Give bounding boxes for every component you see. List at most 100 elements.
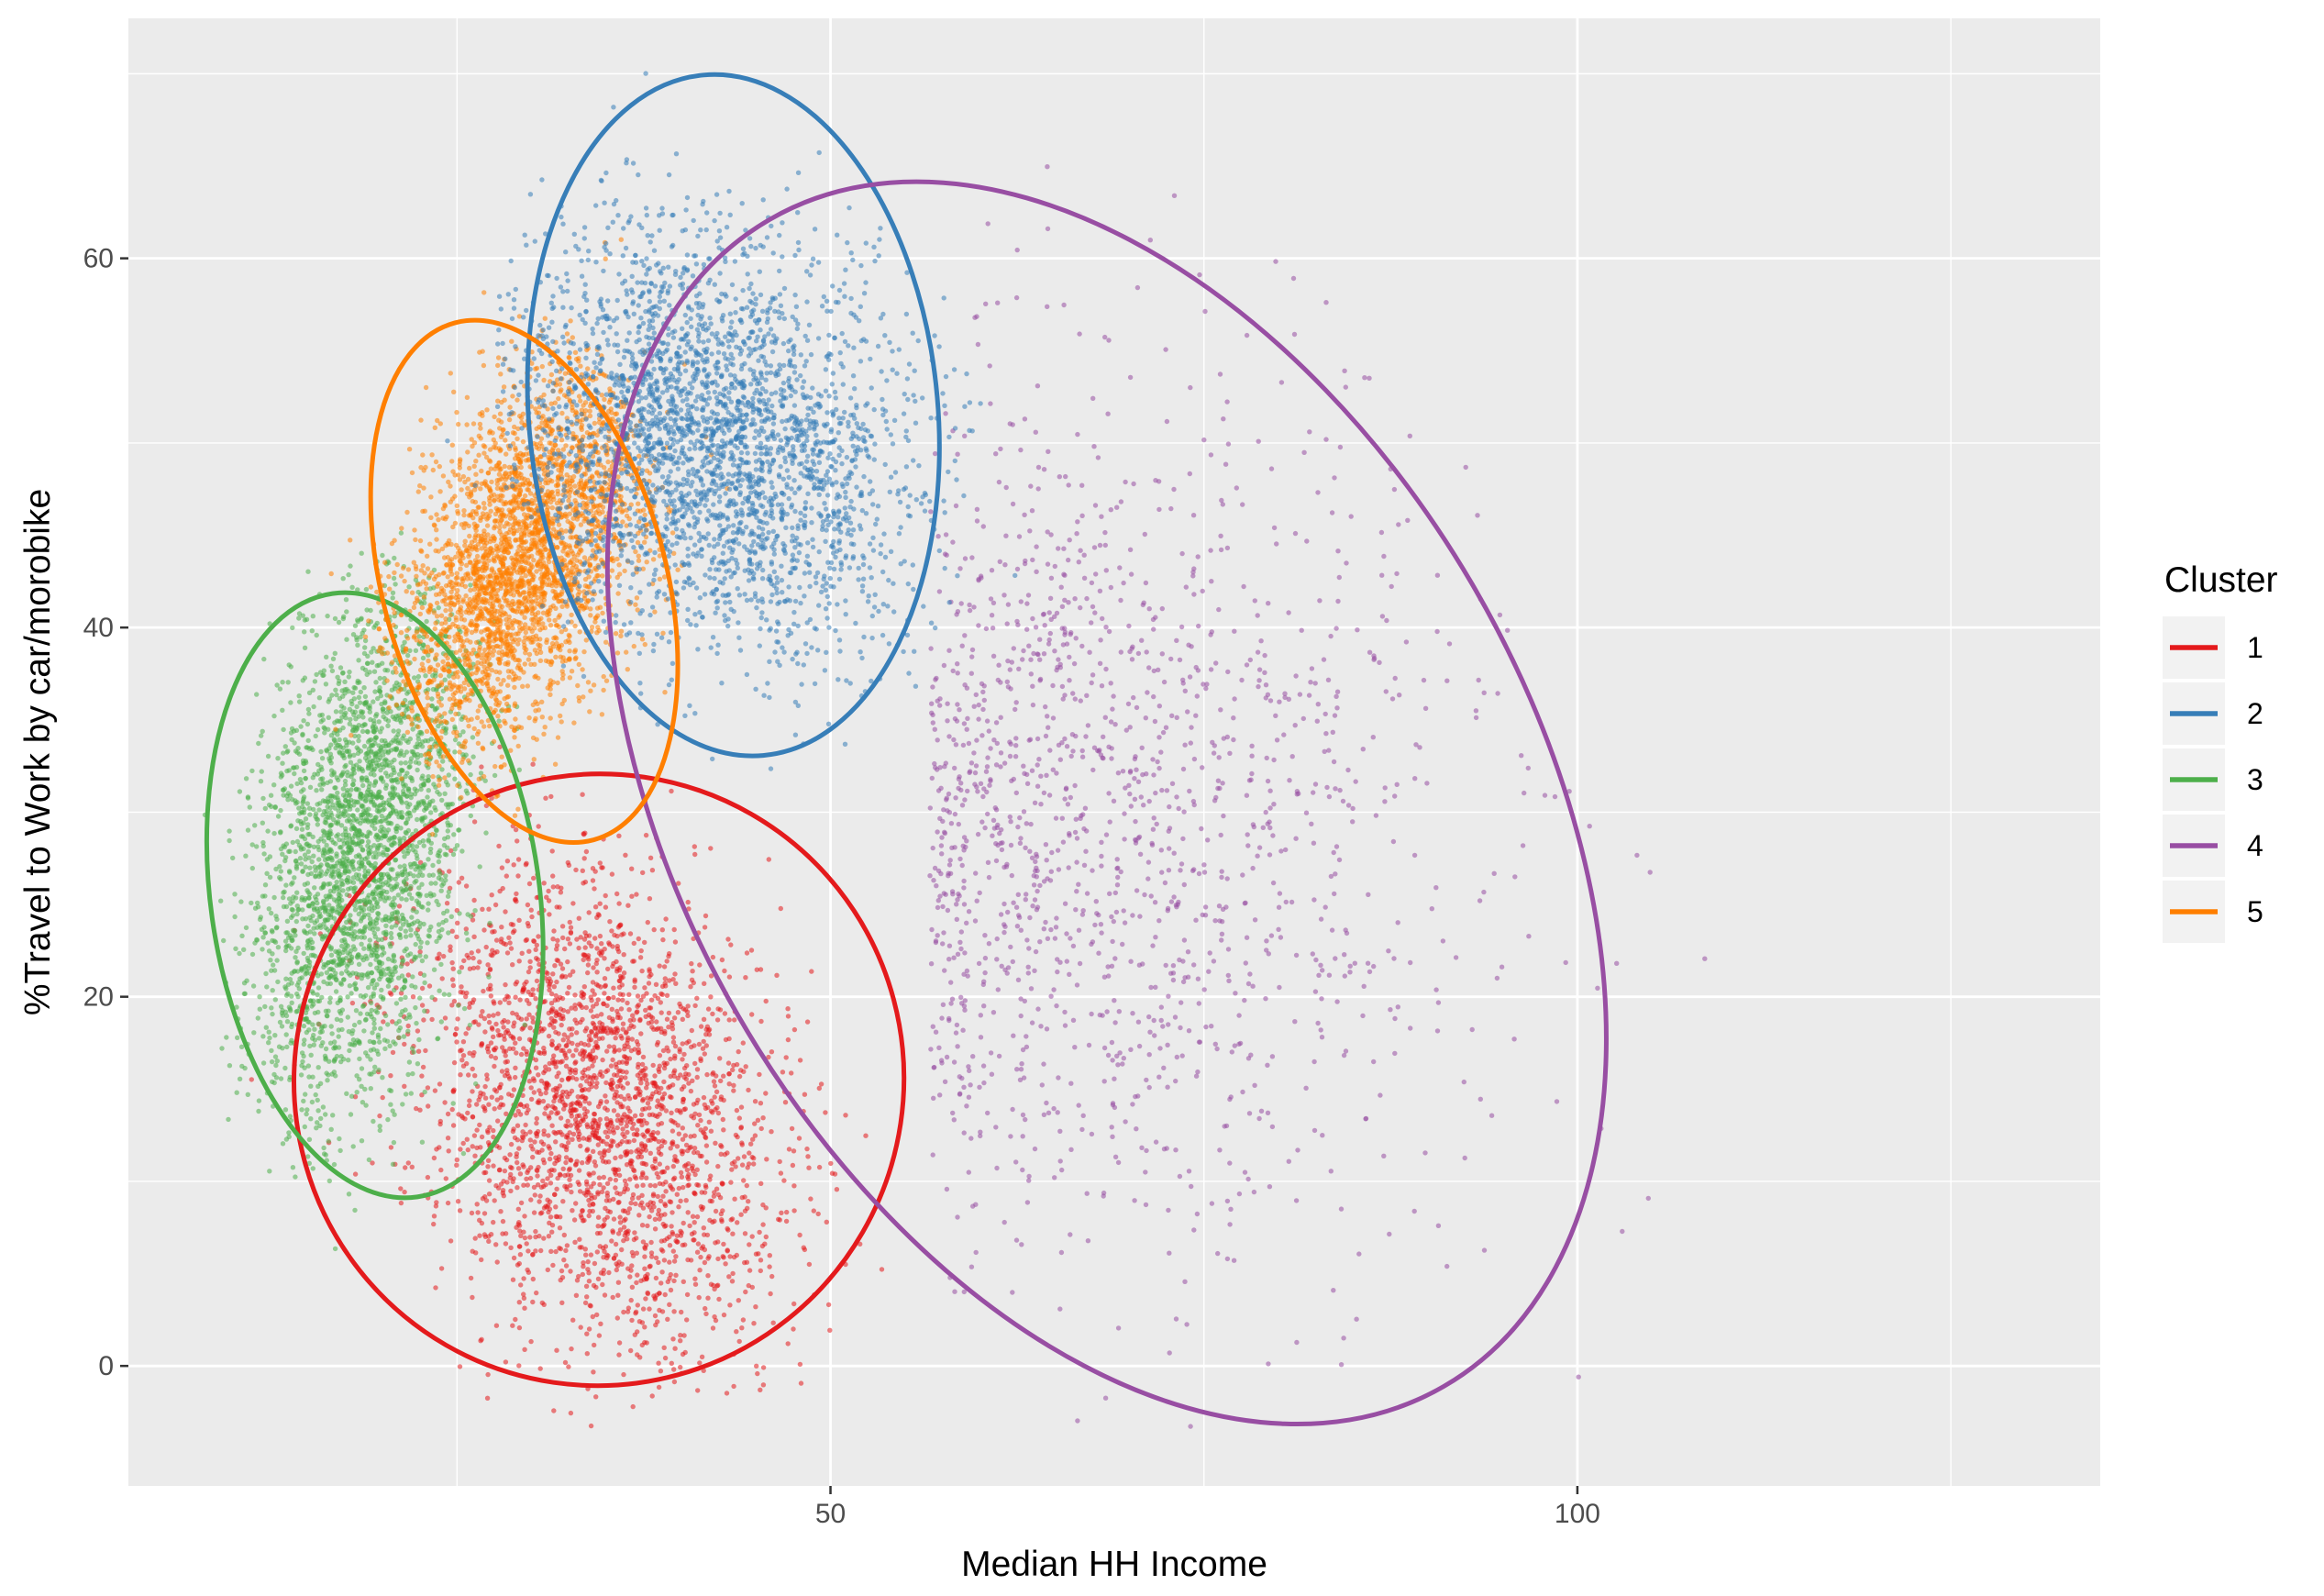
data-point <box>576 945 581 951</box>
data-point <box>623 1054 628 1060</box>
data-point <box>630 1125 636 1132</box>
data-point <box>1289 899 1295 905</box>
data-point <box>998 840 1003 846</box>
data-point <box>269 1047 274 1054</box>
data-point <box>1421 677 1427 683</box>
data-point <box>603 892 608 899</box>
data-point <box>524 1103 530 1109</box>
data-point <box>519 1134 526 1139</box>
data-point <box>533 1065 539 1070</box>
data-point <box>507 1152 513 1158</box>
data-point <box>640 1106 646 1113</box>
data-point <box>1068 1232 1073 1237</box>
data-point <box>478 1090 483 1096</box>
data-point <box>583 1095 589 1101</box>
data-point <box>553 1139 559 1145</box>
data-point <box>492 1198 497 1203</box>
data-point <box>758 1180 764 1187</box>
data-point <box>1334 705 1340 711</box>
data-point <box>684 1009 691 1014</box>
data-point <box>949 996 956 1002</box>
data-point <box>511 1024 516 1029</box>
data-point <box>1389 696 1396 702</box>
data-point <box>694 1167 700 1173</box>
data-point <box>608 1063 614 1069</box>
data-point <box>731 1383 736 1390</box>
data-point <box>1115 770 1122 776</box>
data-point <box>1293 673 1299 679</box>
data-point <box>624 1123 629 1129</box>
data-point <box>1266 601 1271 606</box>
data-point <box>1101 1193 1106 1199</box>
data-point <box>629 1249 636 1256</box>
data-point <box>996 1053 1002 1059</box>
data-point <box>537 1366 543 1371</box>
data-point <box>1174 1054 1180 1060</box>
data-point <box>614 1072 620 1079</box>
data-point <box>604 1252 610 1258</box>
data-point <box>426 901 431 906</box>
data-point <box>965 788 970 794</box>
data-point <box>350 690 356 695</box>
data-point <box>610 944 615 949</box>
data-point <box>600 1036 605 1041</box>
data-point <box>559 966 566 971</box>
data-point <box>1104 1009 1110 1014</box>
data-point <box>990 626 996 631</box>
data-point <box>574 1114 581 1119</box>
data-point <box>718 1151 724 1158</box>
data-point <box>387 1043 393 1049</box>
data-point <box>1329 510 1335 515</box>
data-point <box>583 1004 589 1011</box>
data-point <box>1113 909 1120 915</box>
data-point <box>1021 809 1027 815</box>
data-point <box>770 1320 776 1325</box>
data-point <box>569 1114 574 1119</box>
data-point <box>485 1164 491 1169</box>
data-point <box>973 1249 979 1256</box>
data-point <box>983 769 990 774</box>
data-point <box>958 946 964 952</box>
data-point <box>501 1025 506 1030</box>
data-point <box>582 1114 589 1120</box>
data-point <box>1587 824 1592 829</box>
data-point <box>257 916 263 923</box>
data-point <box>264 870 270 876</box>
data-point <box>420 1064 426 1070</box>
data-point <box>1193 713 1199 718</box>
data-point <box>942 1079 948 1085</box>
data-point <box>1054 610 1060 616</box>
data-point <box>448 948 453 953</box>
data-point <box>614 1014 621 1021</box>
data-point <box>577 1001 582 1007</box>
data-point <box>1033 948 1039 955</box>
data-point <box>472 1153 478 1158</box>
data-point <box>1311 790 1316 795</box>
data-point <box>566 1140 571 1146</box>
data-point <box>319 756 326 761</box>
data-point <box>1319 996 1324 1002</box>
data-point <box>625 1305 632 1311</box>
data-point <box>1014 1067 1020 1072</box>
data-point <box>1057 474 1063 480</box>
data-point <box>1058 584 1064 590</box>
data-point <box>1079 748 1085 754</box>
data-point <box>748 1141 754 1147</box>
data-point <box>536 1164 541 1170</box>
data-point <box>615 1113 621 1118</box>
data-point <box>558 961 564 967</box>
data-point <box>1123 785 1128 791</box>
data-point <box>1326 748 1332 753</box>
data-point <box>494 1097 500 1103</box>
data-point <box>692 1190 697 1196</box>
data-point <box>660 1104 666 1110</box>
data-point <box>1360 1013 1366 1019</box>
data-point <box>566 862 572 868</box>
data-point <box>1222 1124 1227 1129</box>
data-point <box>613 1036 618 1041</box>
data-point <box>1041 651 1047 657</box>
data-point <box>534 978 540 984</box>
data-point <box>249 768 255 774</box>
data-point <box>1035 736 1041 742</box>
data-point <box>1218 832 1223 838</box>
